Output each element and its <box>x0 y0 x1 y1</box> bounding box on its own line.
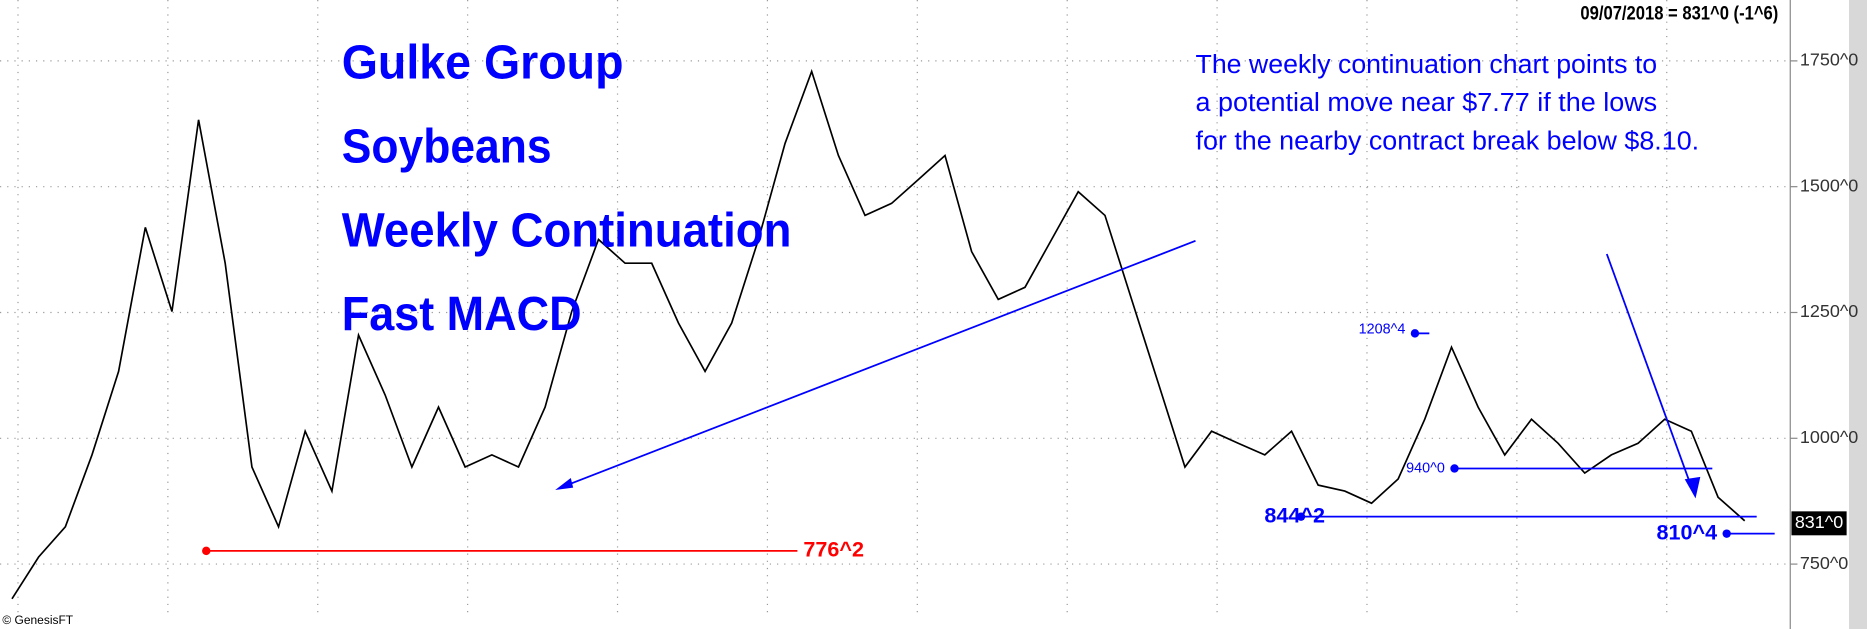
last-price-box <box>1791 511 1847 536</box>
y-tick-label: 1250^0 <box>1800 301 1858 321</box>
y-tick-label: 750^0 <box>1800 553 1848 573</box>
level-label: 844^2 <box>1264 502 1325 527</box>
watermark: © GenesisFT <box>2 613 73 627</box>
note-line: The weekly continuation chart points to <box>1196 49 1658 79</box>
note-line: for the nearby contract break below $8.1… <box>1196 126 1700 156</box>
level-dot <box>202 546 211 556</box>
level-dot <box>1296 512 1306 521</box>
price-line <box>11 68 1746 600</box>
y-tick-label: 1750^0 <box>1800 50 1858 70</box>
y-tick-label: 1000^0 <box>1800 427 1858 447</box>
level-dot <box>1410 329 1420 338</box>
level-dot <box>1722 529 1731 538</box>
level-dot <box>1450 464 1459 473</box>
note-line: a potential move near $7.77 if the lows <box>1196 87 1658 117</box>
level-label: 940^0 <box>1406 460 1445 476</box>
scrollbar <box>1849 0 1867 629</box>
title-line: Soybeans <box>342 120 552 173</box>
level-label: 1208^4 <box>1359 322 1406 338</box>
last-price-label: 831^0 <box>1795 512 1843 532</box>
title-line: Weekly Continuation <box>342 204 792 257</box>
title-line: Fast MACD <box>342 288 582 341</box>
trend-arrow <box>555 239 1701 499</box>
level-label: 776^2 <box>803 537 864 562</box>
y-tick-label: 1500^0 <box>1800 175 1858 195</box>
annotations: Gulke Group Soybeans Weekly Continuation… <box>2 3 1778 626</box>
header: 09/07/2018 = 831^0 (-1^6) <box>1580 3 1778 24</box>
level-label: 810^4 <box>1657 519 1718 544</box>
marks: 750^0 1000^0 1250^0 1500^0 1750^0 776^2 844^2 9… <box>0 50 1858 600</box>
title-line: Gulke Group <box>342 37 624 90</box>
